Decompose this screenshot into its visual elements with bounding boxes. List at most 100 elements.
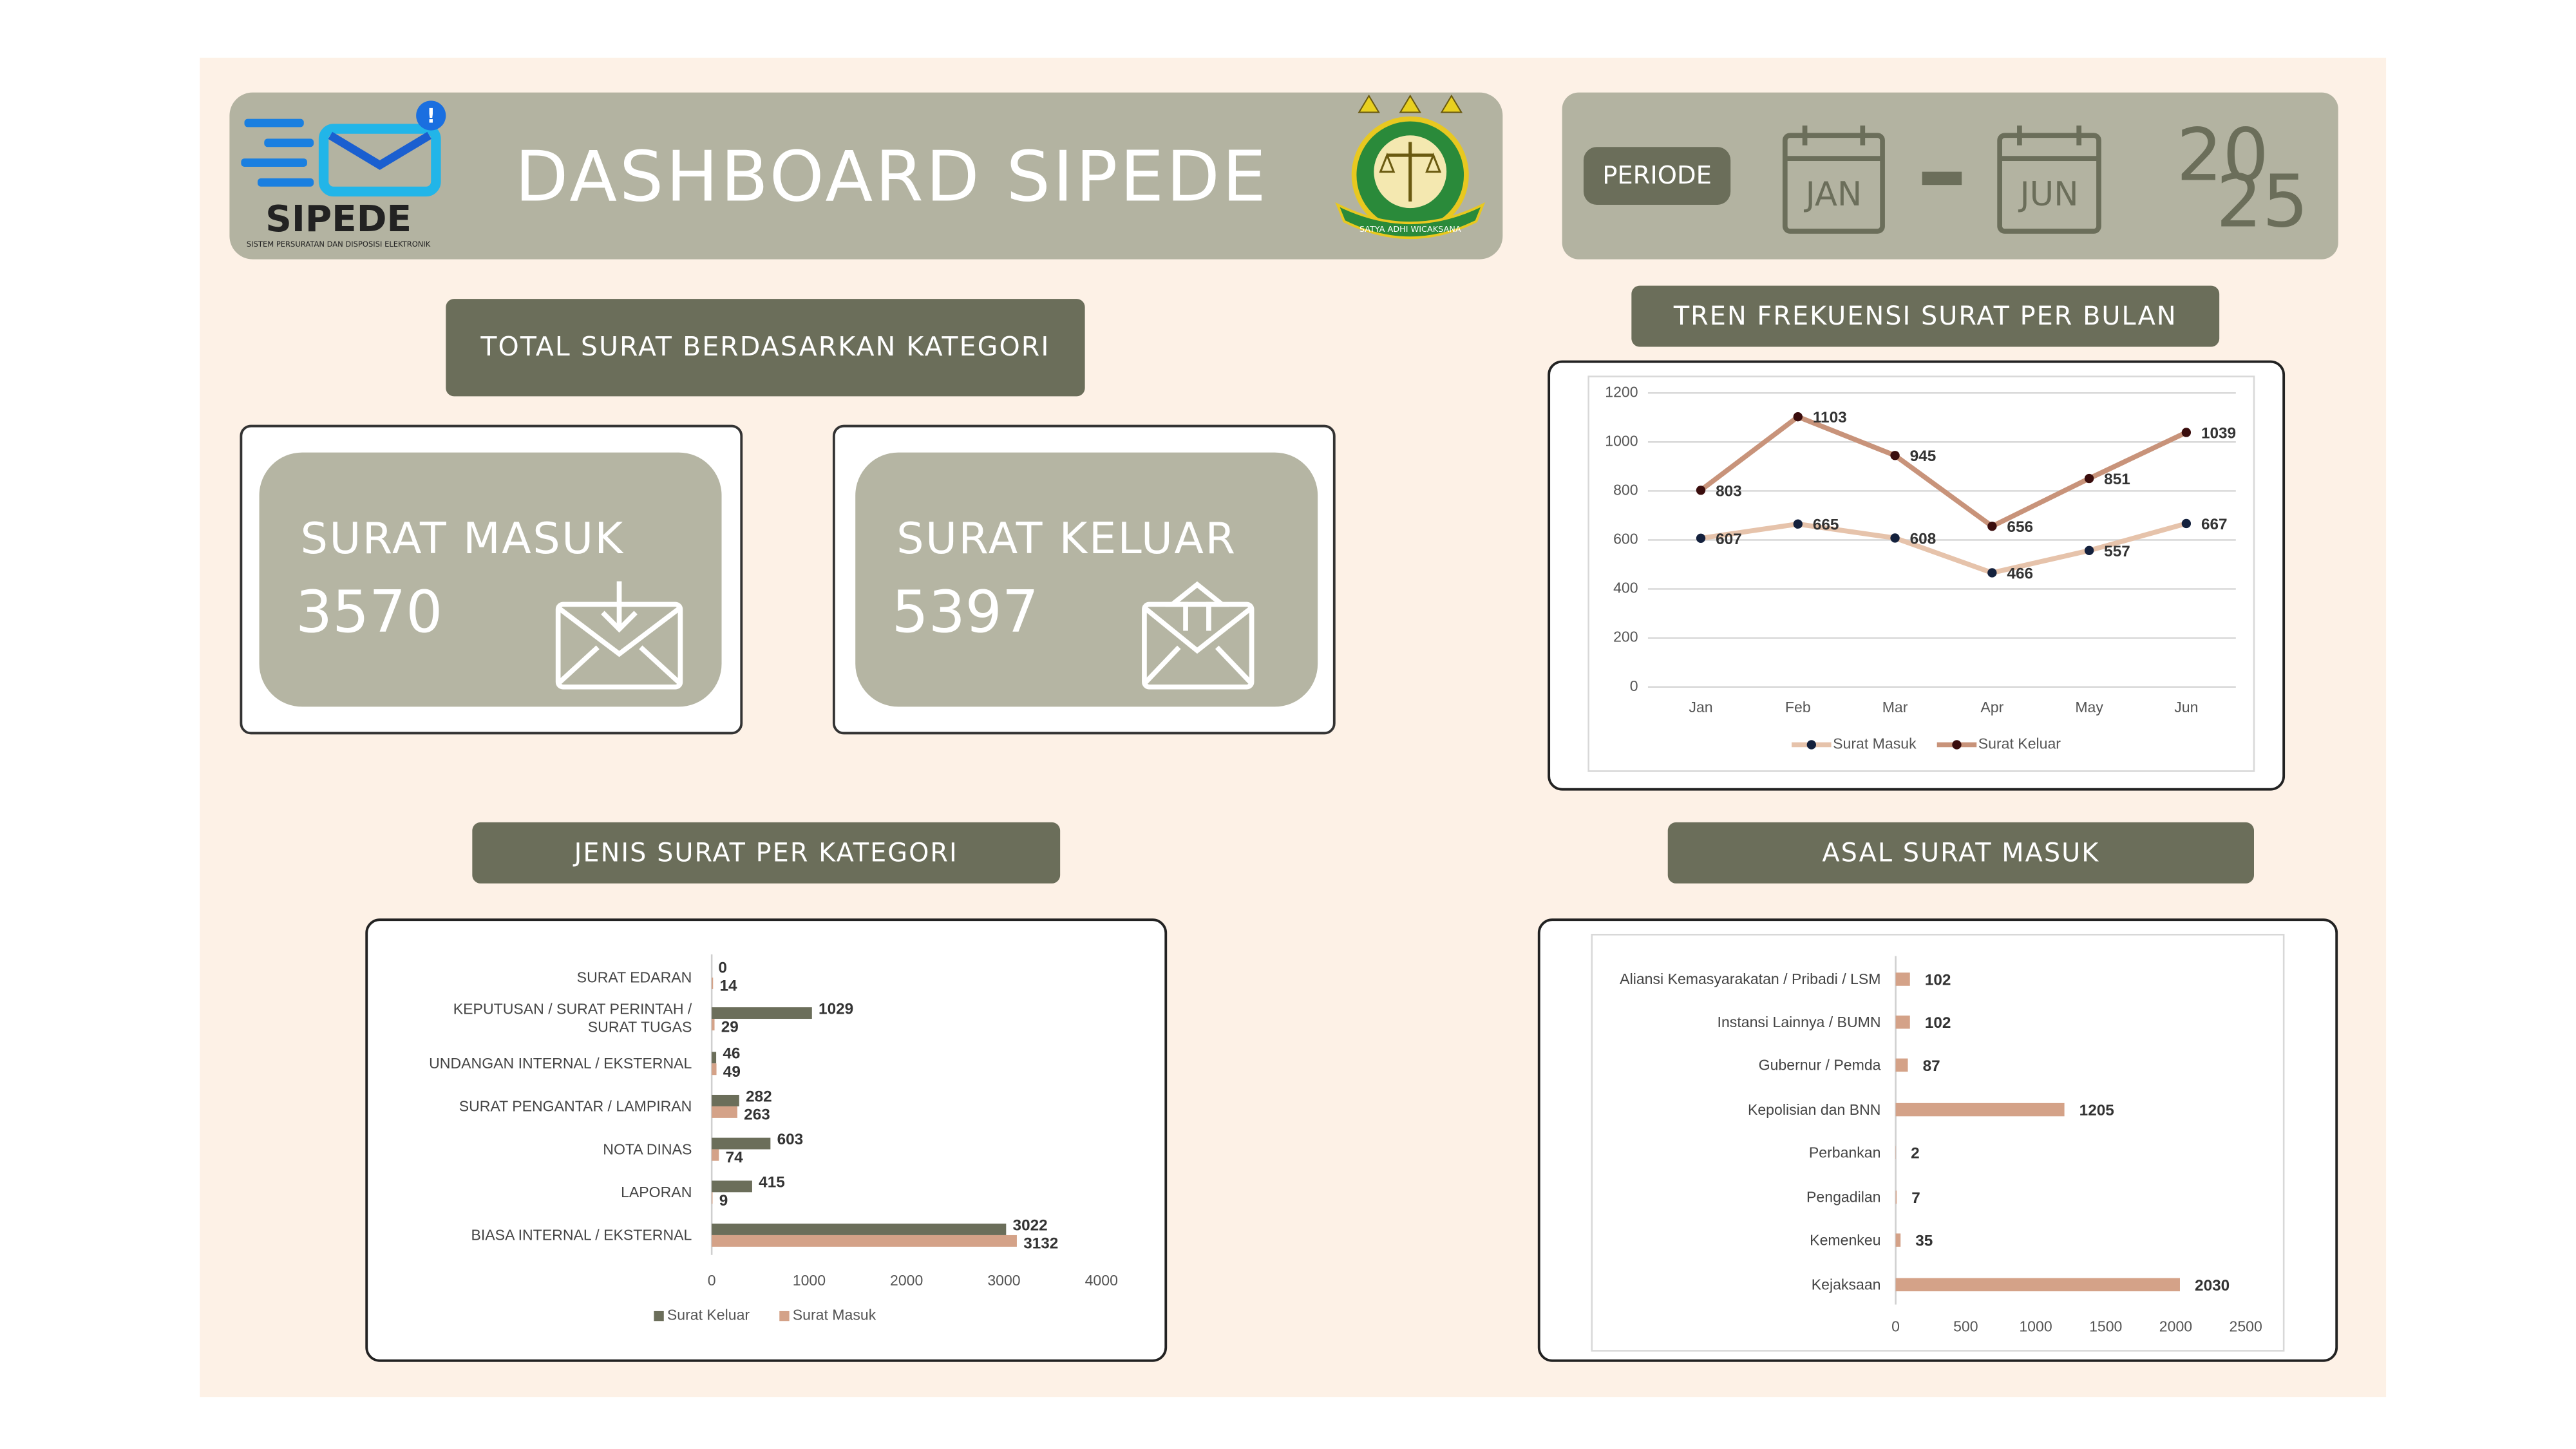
- point: [1793, 412, 1803, 422]
- category-label: Gubernur / Pemda: [1758, 1056, 1881, 1073]
- emblem: [1335, 94, 1486, 240]
- section-pill: [1667, 822, 2254, 884]
- series-line: [1700, 521, 2187, 576]
- point: [1890, 451, 1900, 460]
- category-label-box: Perbankan: [1808, 1143, 1881, 1160]
- point: [1696, 486, 1706, 495]
- point: [1696, 533, 1706, 543]
- category-label: Instansi Lainnya / BUMN: [1717, 1013, 1881, 1030]
- calendar-icon: [1782, 125, 2101, 234]
- data-label: 46: [723, 1045, 740, 1063]
- data-label: 557: [2104, 543, 2130, 560]
- plot-frame: [1591, 934, 2285, 1352]
- period-dash: [1922, 171, 1962, 185]
- data-label: 29: [721, 1019, 739, 1036]
- bar: [712, 977, 714, 989]
- x-tick-label: 4000: [1085, 1272, 1118, 1289]
- category-label-box: Instansi Lainnya / BUMN: [1717, 1013, 1881, 1030]
- legend-swatch: [654, 1311, 664, 1321]
- point: [2084, 473, 2094, 484]
- section-pill: [1631, 285, 2220, 347]
- svg-text:!: !: [426, 105, 435, 128]
- category-label-box: UNDANGAN INTERNAL / EKSTERNAL: [429, 1054, 692, 1071]
- x-tick-label: Feb: [1785, 699, 1811, 715]
- data-label: 282: [746, 1088, 772, 1105]
- logo: !: [241, 100, 446, 197]
- data-label: 2030: [2195, 1277, 2230, 1294]
- data-label: 7: [1911, 1189, 1920, 1207]
- data-label: 9: [719, 1192, 728, 1209]
- category-label-box: Kepolisian dan BNN: [1748, 1101, 1881, 1117]
- chart-box: [1548, 360, 2286, 791]
- legend-marker: [1806, 740, 1816, 750]
- category-label: SURAT PENGANTAR / LAMPIRAN: [459, 1097, 692, 1114]
- category-label: UNDANGAN INTERNAL / EKSTERNAL: [429, 1054, 692, 1071]
- bar: [1895, 1233, 1901, 1247]
- category-label: Perbankan: [1808, 1143, 1881, 1160]
- bar: [712, 1106, 737, 1118]
- category-label-box: BIASA INTERNAL / EKSTERNAL: [471, 1226, 692, 1243]
- x-tick-label: 0: [1891, 1318, 1900, 1335]
- data-label: 608: [1910, 530, 1937, 547]
- category-label: SURAT EDARAN: [576, 968, 692, 985]
- data-label: 1103: [1813, 409, 1847, 426]
- point: [1987, 521, 1997, 531]
- data-label: 607: [1716, 531, 1742, 548]
- x-tick-label: Jun: [2174, 699, 2198, 715]
- data-label: 1039: [2201, 424, 2236, 442]
- point: [1793, 519, 1803, 529]
- section-pill: [446, 299, 1085, 397]
- bar: [1895, 1058, 1908, 1072]
- data-label: 87: [1923, 1057, 1940, 1075]
- category-label-box: Gubernur / Pemda: [1758, 1056, 1881, 1073]
- data-label: 35: [1915, 1233, 1933, 1250]
- logo-tagline: SISTEM PERSURATAN DAN DISPOSISI ELEKTRON…: [247, 240, 431, 249]
- card-label: SURAT KELUAR: [896, 513, 1236, 564]
- chart-title: TREN FREKUENSI SURAT PER BULAN: [1673, 301, 2177, 331]
- x-tick-label: 2000: [890, 1272, 923, 1289]
- category-label-box: Pengadilan: [1806, 1188, 1881, 1205]
- category-label: Aliansi Kemasyarakatan / Pribadi / LSM: [1620, 970, 1881, 987]
- y-tick-label: 600: [1613, 531, 1638, 547]
- legend-marker: [1952, 740, 1962, 750]
- legend-swatch: [779, 1311, 790, 1321]
- category-label-box: Aliansi Kemasyarakatan / Pribadi / LSM: [1620, 970, 1881, 987]
- y-tick-label: 800: [1613, 481, 1638, 498]
- card-label: SURAT MASUK: [301, 513, 625, 564]
- point: [2181, 518, 2192, 529]
- bar: [712, 1180, 752, 1193]
- data-label: 603: [777, 1131, 804, 1148]
- period-to: JUN: [2018, 175, 2079, 214]
- plot-frame: [1587, 375, 2255, 772]
- category-label: LAPORAN: [621, 1183, 692, 1200]
- data-label: 803: [1716, 482, 1742, 500]
- bar: [1895, 1103, 2065, 1117]
- y-tick-label: 200: [1613, 629, 1638, 645]
- category-label-box: NOTA DINAS: [603, 1141, 692, 1157]
- bar: [712, 1235, 1017, 1247]
- y-tick-label: 0: [1630, 677, 1638, 694]
- bar: [712, 1007, 812, 1019]
- category-label: BIASA INTERNAL / EKSTERNAL: [471, 1226, 692, 1243]
- bar: [1895, 972, 1910, 986]
- category-label-box: SURAT EDARAN: [576, 968, 692, 985]
- data-label: 102: [1925, 1014, 1951, 1032]
- data-label: 1205: [2079, 1102, 2114, 1119]
- category-label: Kemenkeu: [1810, 1231, 1881, 1248]
- y-tick-label: 1000: [1605, 432, 1638, 449]
- bar: [712, 1224, 1007, 1235]
- emblem-text: SATYA ADHI WICAKSANA: [1359, 225, 1461, 234]
- category-label-box: KEPUTUSAN / SURAT PERINTAH / SURAT TUGAS: [453, 1001, 692, 1036]
- point: [1987, 568, 1997, 578]
- chart-title: ASAL SURAT MASUK: [1822, 838, 2099, 867]
- bar: [1895, 1190, 1897, 1204]
- legend-label: Surat Keluar: [667, 1307, 750, 1323]
- data-label: 0: [718, 959, 727, 976]
- section-title: TOTAL SURAT BERDASARKAN KATEGORI: [480, 331, 1050, 362]
- period-pill: [1583, 147, 1731, 205]
- x-tick-label: Apr: [1980, 699, 2003, 715]
- x-tick-label: 1000: [793, 1272, 826, 1289]
- category-label-box: LAPORAN: [621, 1183, 692, 1200]
